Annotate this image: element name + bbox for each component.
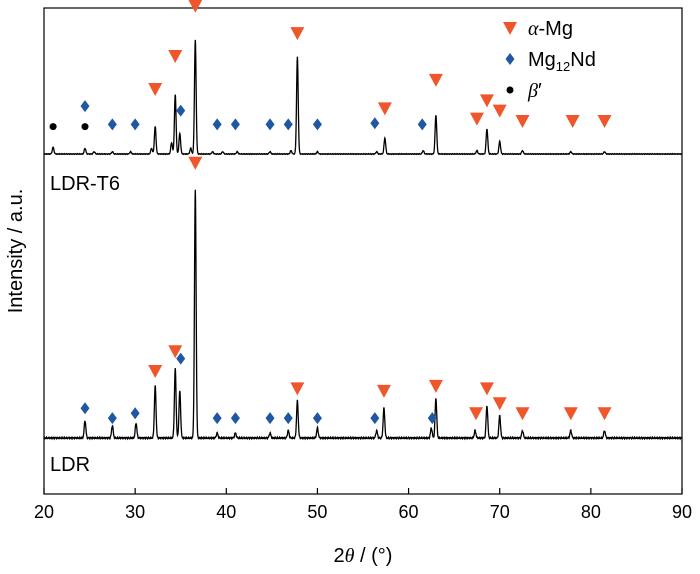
mg12nd-marker [130, 407, 140, 420]
legend-label-italic: α [528, 18, 539, 40]
legend-label-post: -Mg [539, 18, 573, 40]
legend-label-post: ′ [538, 80, 542, 102]
legend-label-italic: β [527, 80, 538, 102]
alpha-mg-marker [479, 94, 494, 108]
mg12nd-marker [265, 118, 275, 131]
trace-line-ldr-t6 [43, 39, 683, 156]
alpha-mg-marker [377, 102, 392, 116]
mg12nd-marker [80, 100, 90, 113]
mg12nd-marker [80, 402, 90, 415]
x-tick-label: 80 [581, 502, 601, 522]
alpha-mg-marker [565, 114, 580, 128]
alpha-mg-marker [148, 365, 163, 379]
mg12nd-marker [176, 104, 186, 117]
legend-mg12nd-marker [505, 53, 515, 65]
alpha-mg-marker [469, 112, 484, 126]
legend: α-Mg Mg12Nd β′ [503, 18, 596, 102]
mg12nd-marker [212, 118, 222, 131]
x-tick-label: 30 [125, 502, 145, 522]
trace-labels: LDR-T6 LDR [50, 173, 120, 476]
legend-label: β′ [527, 80, 542, 102]
alpha-mg-marker [597, 114, 612, 128]
alpha-mg-marker [188, 156, 203, 170]
alpha-mg-marker [492, 104, 507, 118]
mg12nd-marker [107, 118, 117, 131]
mg12nd-marker [176, 352, 186, 365]
legend-alpha-mg-marker [503, 22, 517, 35]
legend-label: α-Mg [528, 18, 573, 40]
x-tick-label: 20 [34, 502, 54, 522]
alpha-mg-marker [168, 49, 183, 63]
alpha-mg-marker [563, 407, 578, 421]
alpha-mg-marker [515, 114, 530, 128]
mg12nd-marker [107, 412, 117, 425]
x-axis-label-theta: θ [345, 545, 355, 567]
mg12nd-marker [230, 412, 240, 425]
x-tick-label: 40 [216, 502, 236, 522]
alpha-mg-marker [376, 384, 391, 398]
alpha-mg-marker [148, 83, 163, 97]
alpha-mg-marker [515, 407, 530, 421]
x-tick-label: 70 [490, 502, 510, 522]
alpha-mg-marker [428, 73, 443, 87]
alpha-mg-marker [168, 345, 183, 359]
x-axis-label-prefix: 2 [334, 545, 345, 567]
alpha-mg-marker [479, 382, 494, 396]
legend-label-tail: Nd [570, 49, 596, 71]
mg12nd-marker [427, 412, 437, 425]
diffraction-traces [43, 39, 683, 441]
x-tick-label: 60 [399, 502, 419, 522]
mg12nd-marker [212, 412, 222, 425]
alpha-mg-marker [428, 379, 443, 393]
legend-label: Mg12Nd [528, 49, 596, 74]
trace-label-ldr: LDR [50, 454, 90, 476]
plot-frame [43, 7, 683, 495]
alpha-mg-marker [492, 397, 507, 411]
trace-line-ldr [43, 189, 683, 441]
beta-marker [49, 123, 57, 131]
x-axis-label-suffix: / (°) [354, 545, 392, 567]
mg12nd-marker [312, 412, 322, 425]
mg12nd-marker [130, 118, 140, 131]
legend-beta-marker [506, 86, 514, 94]
alpha-mg-marker [290, 27, 305, 41]
trace-label-ldr-t6: LDR-T6 [50, 173, 120, 195]
x-tick-label: 50 [307, 502, 327, 522]
mg12nd-marker [312, 118, 322, 131]
mg12nd-marker [283, 412, 293, 425]
alpha-mg-marker [290, 382, 305, 396]
mg12nd-marker [230, 118, 240, 131]
alpha-mg-marker [597, 407, 612, 421]
x-axis-label: 2θ / (°) [334, 545, 393, 567]
mg12nd-marker [283, 118, 293, 131]
y-axis-label: Intensity / a.u. [5, 189, 27, 314]
phase-markers [49, 0, 612, 425]
alpha-mg-marker [188, 0, 203, 13]
legend-label-sub: 12 [556, 59, 570, 74]
beta-marker [81, 123, 89, 131]
mg12nd-marker [370, 117, 380, 130]
mg12nd-marker [417, 118, 427, 131]
mg12nd-marker [265, 412, 275, 425]
mg12nd-marker [370, 412, 380, 425]
x-tick-label: 90 [672, 502, 692, 522]
legend-label-pre: Mg [528, 49, 556, 71]
alpha-mg-marker [469, 407, 484, 421]
x-axis-ticks: 20 30 40 50 60 70 80 90 [34, 488, 692, 522]
